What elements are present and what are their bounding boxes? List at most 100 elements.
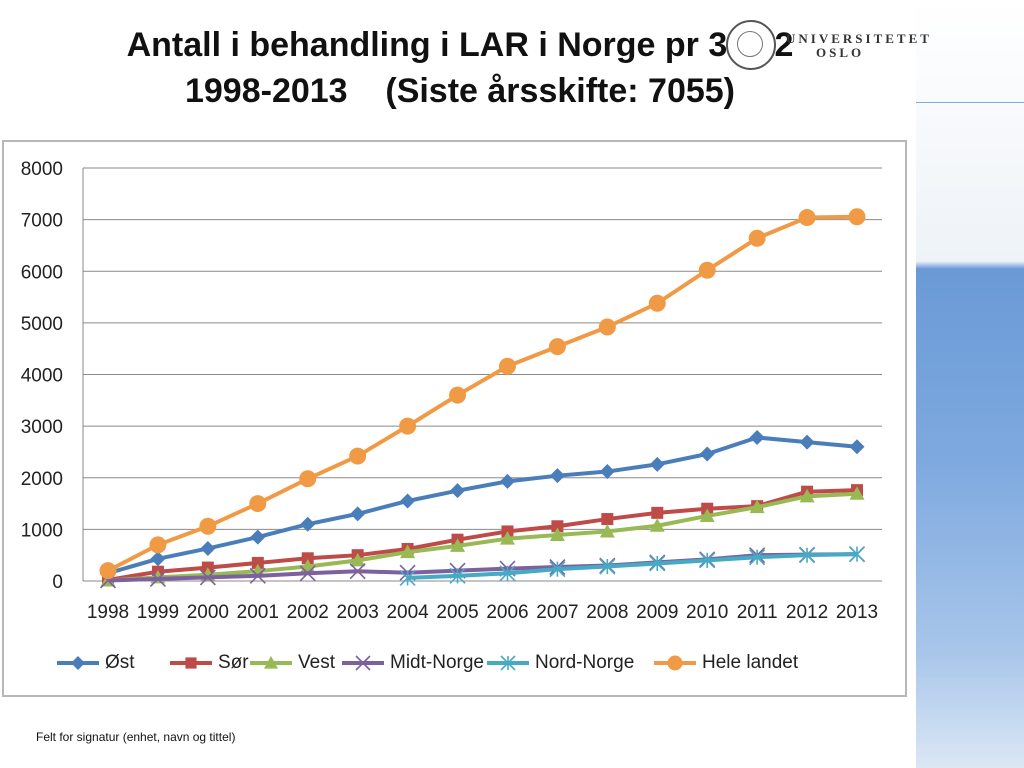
data-point: [449, 567, 466, 584]
x-tick-label: 2009: [636, 602, 678, 623]
data-point: [848, 546, 866, 563]
data-point: [399, 569, 416, 586]
data-point: [649, 456, 665, 472]
data-point: [748, 229, 766, 247]
legend-label: Sør: [218, 652, 249, 673]
data-point: [299, 565, 316, 582]
data-point: [400, 544, 416, 559]
legend-swatch-icon: [487, 655, 529, 671]
y-tick-label: 2000: [21, 469, 63, 490]
data-point: [149, 570, 166, 588]
data-point: [249, 495, 267, 513]
data-point: [799, 547, 816, 564]
x-tick-label: 2012: [786, 602, 828, 623]
data-point: [548, 338, 566, 356]
data-point: [249, 567, 266, 584]
data-point: [199, 517, 217, 535]
data-point: [699, 508, 715, 522]
legend-swatch-icon: [654, 655, 696, 671]
data-point: [450, 538, 466, 552]
series-line: [107, 491, 858, 583]
title-line-2: 1998-2013 (Siste årsskifte: 7055): [184, 72, 735, 110]
data-point: [355, 655, 371, 671]
x-tick-label: 2008: [586, 602, 628, 623]
y-tick-label: 1000: [21, 520, 63, 541]
legend-item: Midt-Norge: [340, 650, 484, 676]
data-point: [849, 439, 865, 455]
data-point: [667, 655, 683, 671]
data-point: [185, 657, 197, 669]
data-point: [651, 506, 664, 519]
legend-swatch-icon: [342, 655, 384, 671]
data-point: [301, 552, 314, 565]
legend-item: Hele landet: [652, 650, 798, 676]
x-tick-label: 2002: [287, 602, 329, 623]
data-point: [149, 536, 167, 554]
legend-item: Vest: [248, 650, 335, 676]
x-tick-label: 1999: [137, 602, 179, 623]
data-point: [649, 555, 666, 572]
data-point: [749, 429, 765, 445]
x-tick-label: 2004: [386, 602, 429, 623]
x-tick-label: 1998: [87, 602, 129, 623]
data-point: [749, 499, 765, 514]
data-point: [349, 447, 367, 465]
x-tick-label: 2011: [737, 602, 778, 623]
x-tick-label: 2005: [436, 602, 478, 623]
data-point: [698, 261, 716, 279]
data-point: [699, 552, 716, 569]
series-line: [107, 435, 858, 576]
y-tick-label: 0: [52, 572, 63, 593]
chart-legend: Øst Sør Vest Midt-Norge Nord-Norge Hele lande…: [55, 650, 895, 676]
data-point: [300, 516, 316, 532]
legend-label: Midt-Norge: [390, 652, 484, 673]
data-point: [551, 520, 564, 533]
data-point: [598, 318, 616, 336]
logo-text-line-2: OSLO: [816, 45, 865, 60]
data-point: [549, 561, 566, 578]
x-tick-label: 2001: [237, 602, 279, 623]
data-point: [251, 556, 264, 569]
legend-item: Nord-Norge: [485, 650, 634, 676]
data-point: [500, 655, 516, 671]
data-point: [499, 531, 515, 545]
legend-label: Nord-Norge: [535, 652, 635, 673]
legend-item: Sør: [168, 650, 249, 676]
y-tick-label: 5000: [21, 314, 63, 335]
legend-swatch-icon: [250, 656, 292, 669]
data-point: [649, 518, 665, 532]
data-point: [848, 208, 866, 226]
data-point: [250, 529, 266, 545]
data-point: [350, 552, 366, 567]
signature-footer: Felt for signatur (enhet, navn og tittel…: [36, 730, 236, 744]
legend-label: Vest: [298, 652, 335, 673]
university-logo: UNIVERSITETET OSLO: [726, 20, 929, 70]
series-hele-landet: [99, 208, 866, 580]
data-point: [699, 446, 715, 462]
legend-label: Øst: [105, 652, 135, 673]
data-point: [200, 540, 216, 556]
decorative-side-panel: [916, 0, 1024, 768]
decorative-line: [916, 435, 1024, 436]
legend-swatch-icon: [170, 657, 212, 669]
y-tick-label: 7000: [21, 211, 63, 232]
data-point: [549, 527, 565, 542]
series-nord-norge: [399, 546, 866, 586]
series-line: [107, 214, 858, 573]
decorative-line: [916, 102, 1024, 103]
y-tick-label: 4000: [21, 366, 63, 387]
x-tick-label: 2000: [187, 602, 229, 623]
data-point: [299, 470, 317, 488]
data-point: [71, 656, 85, 670]
legend-label: Hele landet: [702, 652, 799, 673]
data-point: [264, 656, 278, 669]
data-point: [799, 434, 815, 450]
x-tick-label: 2006: [486, 602, 528, 623]
logo-text-line-1: UNIVERSITETET: [786, 31, 932, 46]
data-point: [449, 386, 467, 404]
data-point: [601, 513, 614, 526]
data-point: [549, 468, 565, 484]
series-line: [107, 488, 858, 582]
data-point: [498, 357, 516, 375]
data-point: [499, 473, 515, 489]
